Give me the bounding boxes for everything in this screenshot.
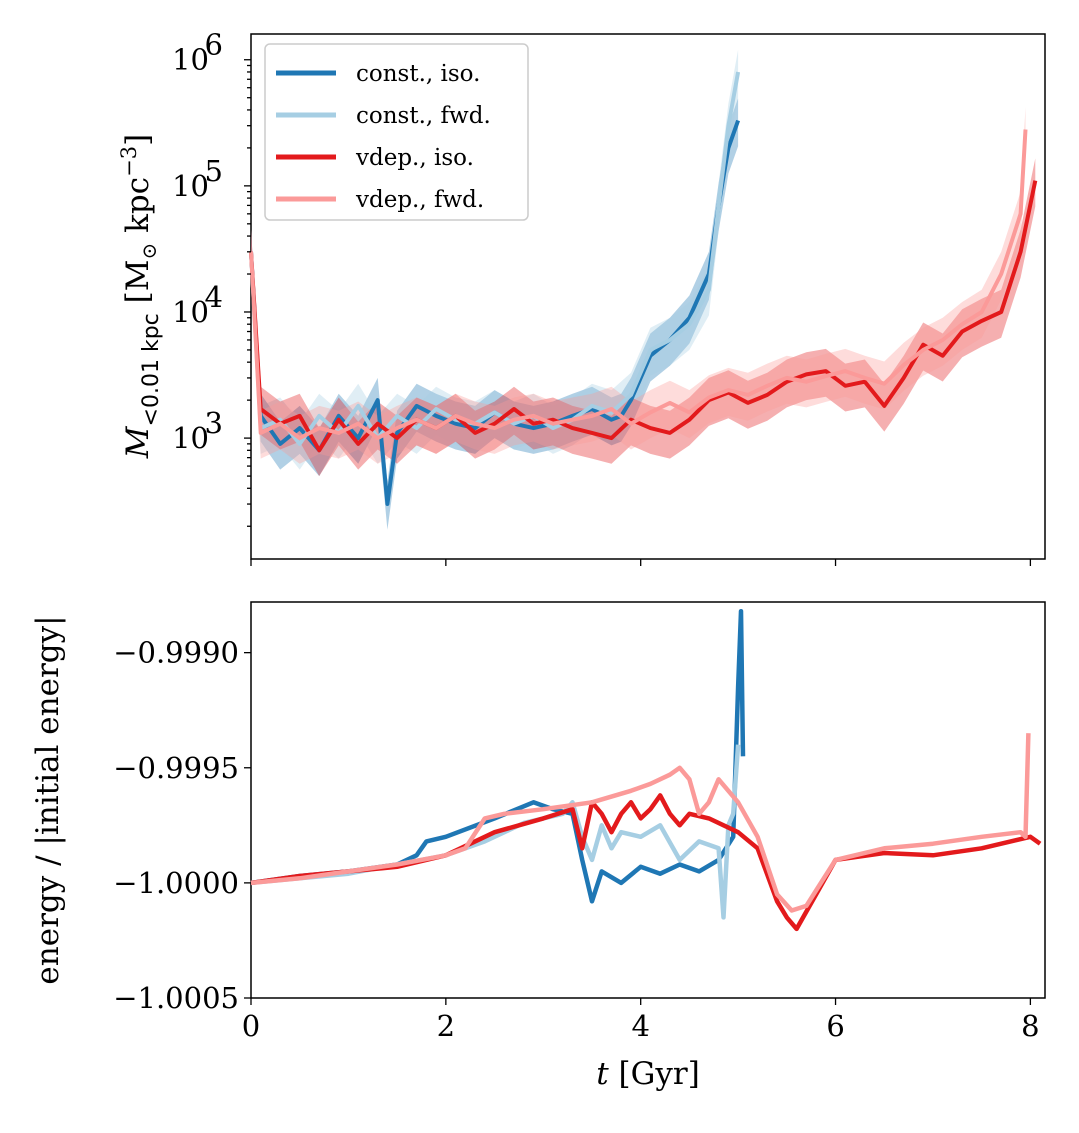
top-x-ticks [250,559,1032,566]
bottom-plot-frame [250,601,1046,999]
bottom-y-tick-label: −1.0005 [113,981,239,1015]
top-y-tick-label: 10 [172,295,209,329]
legend-label: const., iso. [356,61,480,87]
top-y-tick-exponent: 4 [205,280,223,314]
x-axis-label: t [Gyr] [596,1056,700,1092]
top-series-line-vdep-iso [249,180,1038,453]
top-series-line-vdep-fwd [249,129,1028,441]
bottom-x-tick-label: 2 [437,1009,455,1043]
bottom-x-tick-label: 0 [242,1009,260,1043]
bottom-y-tick-label: −1.0000 [113,866,239,900]
bottom-x-tick-label: 8 [1021,1009,1039,1043]
legend-box [264,43,529,221]
bottom-series-line-const-iso [250,608,746,904]
bottom-series-line-vdep-iso [250,793,1042,932]
bottom-y-tick-label: −0.9995 [113,751,239,785]
legend: const., iso. const., fwd. vdep., iso. vdep.… [264,43,529,221]
bottom-panel: −1.0005 −1.0000 −0.9995 −0.9990 0 2 4 6 8 energ… [30,601,1046,1092]
bottom-y-axis-label: energy / |initial energy| [30,615,66,984]
legend-label: vdep., iso. [355,145,474,171]
top-y-tick-exponent: 6 [205,28,223,62]
top-y-tick-label: 10 [172,43,209,77]
bottom-x-tick-label: 6 [826,1009,844,1043]
top-y-tick-exponent: 5 [205,154,223,188]
top-y-tick-label: 10 [172,421,209,455]
bottom-x-tick-label: 4 [631,1009,649,1043]
top-band-const-iso [251,98,739,530]
bottom-series-line-vdep-fwd [250,733,1031,913]
bottom-y-ticks: −1.0005 −1.0000 −0.9995 −0.9990 [113,636,251,1015]
top-y-tick-exponent: 3 [205,406,223,440]
top-y-tick-label: 10 [172,169,209,203]
top-band-vdep-iso [251,158,1036,477]
bottom-x-ticks: 0 2 4 6 8 [242,998,1040,1043]
legend-label: vdep., fwd. [355,187,484,213]
bottom-series-group [250,608,1042,932]
legend-label: const., fwd. [356,103,491,129]
top-y-axis-label: M<0.01 kpc [M⊙ kpc−3] [117,134,164,459]
top-plot-frame [250,33,1046,560]
top-series-group [249,49,1038,530]
bottom-y-tick-label: −0.9990 [113,636,239,670]
